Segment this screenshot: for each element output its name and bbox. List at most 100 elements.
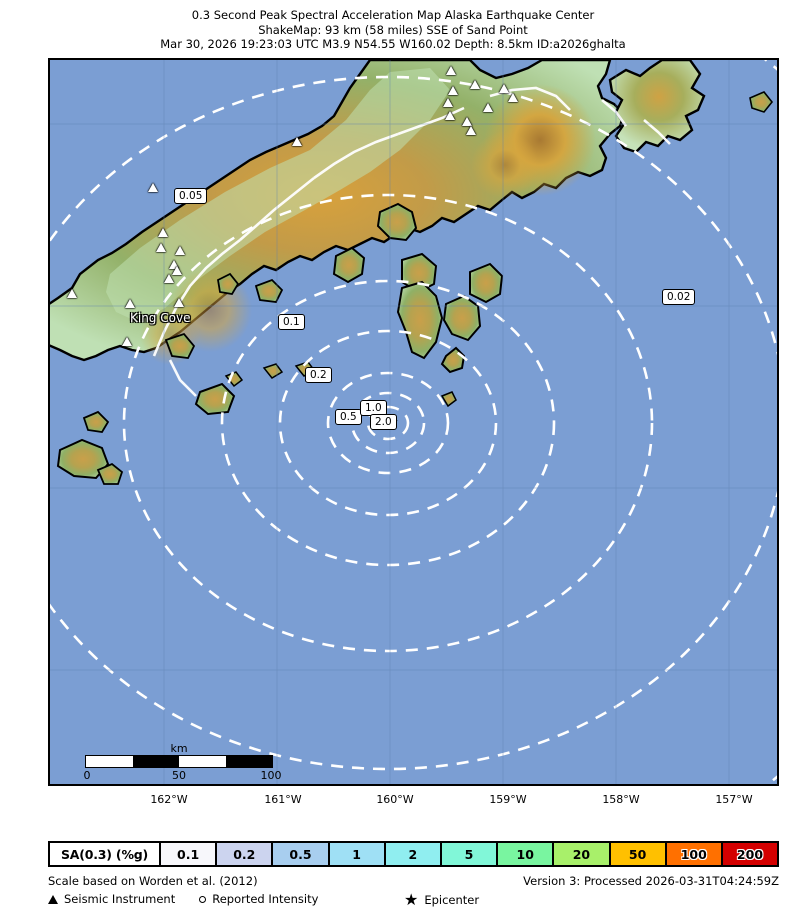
contour-label-0.2: 0.2: [305, 367, 332, 383]
island-deer: [164, 332, 196, 359]
seismic-instrument-icon: [148, 183, 158, 192]
legend-cell-0.2[interactable]: 0.2: [217, 843, 274, 865]
island-nagai: [396, 280, 444, 360]
legend-key-epicenter: ★ Epicenter: [404, 892, 479, 908]
legend-cell-50[interactable]: 50: [610, 843, 667, 865]
shakemap-map[interactable]: King Cove ★ 0.02 0.05 0.1 0.2 0.5 1.0 2.…: [48, 58, 779, 786]
map-scale-bar: km 0 50 100: [83, 742, 282, 782]
volcano-peak-2: [471, 131, 539, 199]
legend-key-row: Seismic Instrument Reported Intensity: [48, 892, 318, 906]
shaking-contours: [50, 60, 777, 784]
x-tick-159W: 159°W: [489, 793, 527, 806]
seismic-instrument-icon: [462, 117, 472, 126]
x-tick-162W: 162°W: [150, 793, 188, 806]
seismic-instrument-icon: [508, 93, 518, 102]
title-line-3: Mar 30, 2026 19:23:03 UTC M3.9 N54.55 W1…: [160, 37, 626, 51]
legend-cell-200[interactable]: 200: [722, 843, 778, 865]
contour-label-0.05: 0.05: [174, 188, 208, 204]
lowland-overlay-peninsula: [106, 68, 450, 322]
contour-label-0.1: 0.1: [278, 314, 305, 330]
seismic-instrument-icon: [172, 266, 182, 275]
island-caton: [96, 462, 124, 485]
scale-bar-unit: km: [170, 742, 188, 755]
legend-cell-100[interactable]: 100: [666, 843, 723, 865]
map-title-block: 0.3 Second Peak Spectral Acceleration Ma…: [0, 8, 786, 52]
island-dot-5: [749, 91, 774, 113]
island-unga: [469, 262, 504, 304]
seismic-instrument-icon: [164, 274, 174, 283]
island-sanak-2: [82, 410, 110, 433]
contour-label-2.0: 2.0: [370, 414, 397, 430]
island-dot-2: [262, 363, 284, 379]
legend-title: SA(0.3) (%g): [50, 843, 161, 865]
epicenter-star-icon: ★: [404, 890, 419, 909]
island-popof: [440, 346, 466, 374]
intensity-legend[interactable]: SA(0.3) (%g) 0.1 0.2 0.5 1 2 5 10 20 50 …: [48, 841, 779, 867]
title-line-2: ShakeMap: 93 km (58 miles) SSE of Sand P…: [258, 22, 528, 37]
x-tick-160W: 160°W: [376, 793, 414, 806]
contour-0.05: [122, 193, 654, 653]
contour-0.5: [326, 371, 450, 475]
island-dot-4: [440, 391, 457, 408]
legend-cell-0.5[interactable]: 0.5: [273, 843, 330, 865]
contour-0.1: [220, 279, 556, 567]
key-label-intensity: Reported Intensity: [212, 892, 319, 906]
island-big-koniuji: [442, 294, 482, 342]
contour-0.2: [278, 329, 498, 517]
seismic-instrument-icon: [175, 246, 185, 255]
graticule: [50, 60, 777, 784]
seismic-instrument-icon: [292, 137, 302, 146]
landmass-eastern-islands: [608, 60, 706, 154]
scale-source-text: Scale based on Worden et al. (2012): [48, 874, 258, 888]
legend-cell-10[interactable]: 10: [498, 843, 555, 865]
legend-cell-5[interactable]: 5: [441, 843, 499, 865]
seismic-instrument-icon: [125, 299, 135, 308]
scale-tick-100: 100: [260, 769, 282, 782]
seismic-instrument-icon: [483, 103, 493, 112]
seismic-instrument-icon: [169, 260, 179, 269]
scale-bar-ticks: 0 50 100: [83, 768, 282, 782]
seismic-instrument-icon: [67, 289, 77, 298]
x-tick-157W: 157°W: [715, 793, 753, 806]
island-shumagin-1: [376, 202, 418, 242]
map-canvas: King Cove ★ 0.02 0.05 0.1 0.2 0.5 1.0 2.…: [50, 60, 777, 784]
x-tick-158W: 158°W: [602, 793, 640, 806]
island-shumagin-2: [332, 246, 366, 284]
reported-intensity-icon: [199, 895, 207, 903]
contour-label-0.02: 0.02: [662, 289, 696, 305]
title-line-1: 0.3 Second Peak Spectral Acceleration Ma…: [191, 8, 595, 22]
island-dot-1: [224, 371, 244, 388]
scale-bar-graphic: [85, 755, 273, 768]
seismic-instrument-icon: [174, 298, 184, 307]
island-small-2: [254, 278, 284, 303]
legend-cell-20[interactable]: 20: [554, 843, 611, 865]
seismic-instrument-icon: [448, 86, 458, 95]
key-label-epicenter: Epicenter: [424, 893, 480, 907]
seismic-instrument-icon: [156, 243, 166, 252]
version-text: Version 3: Processed 2026-03-31T04:24:59…: [523, 874, 779, 888]
legend-cell-0.1[interactable]: 0.1: [161, 843, 218, 865]
legend-cell-2[interactable]: 2: [385, 843, 442, 865]
contour-2.0: [366, 405, 410, 441]
scale-tick-0: 0: [83, 769, 91, 782]
seismic-instrument-icon: [48, 894, 58, 904]
seismic-instrument-icon: [446, 66, 456, 75]
x-tick-161W: 161°W: [264, 793, 302, 806]
city-label-king-cove: King Cove: [130, 311, 191, 325]
seismic-instrument-icon: [158, 228, 168, 237]
map-graphics-layer: [50, 60, 777, 784]
key-label-instrument: Seismic Instrument: [64, 892, 176, 906]
seismic-instrument-icon: [443, 98, 453, 107]
contour-0.02: [50, 75, 777, 771]
legend-cell-1[interactable]: 1: [329, 843, 386, 865]
seismic-instrument-icon: [445, 111, 455, 120]
seismic-instrument-icon: [122, 337, 132, 346]
contour-1.0: [350, 391, 426, 455]
seismic-instrument-icon: [466, 126, 476, 135]
scale-tick-50: 50: [172, 769, 186, 782]
island-near-kingcove: [194, 382, 236, 416]
seismic-instrument-icon: [470, 80, 480, 89]
island-small-1: [217, 272, 240, 295]
seismic-instrument-icon: [499, 84, 509, 93]
